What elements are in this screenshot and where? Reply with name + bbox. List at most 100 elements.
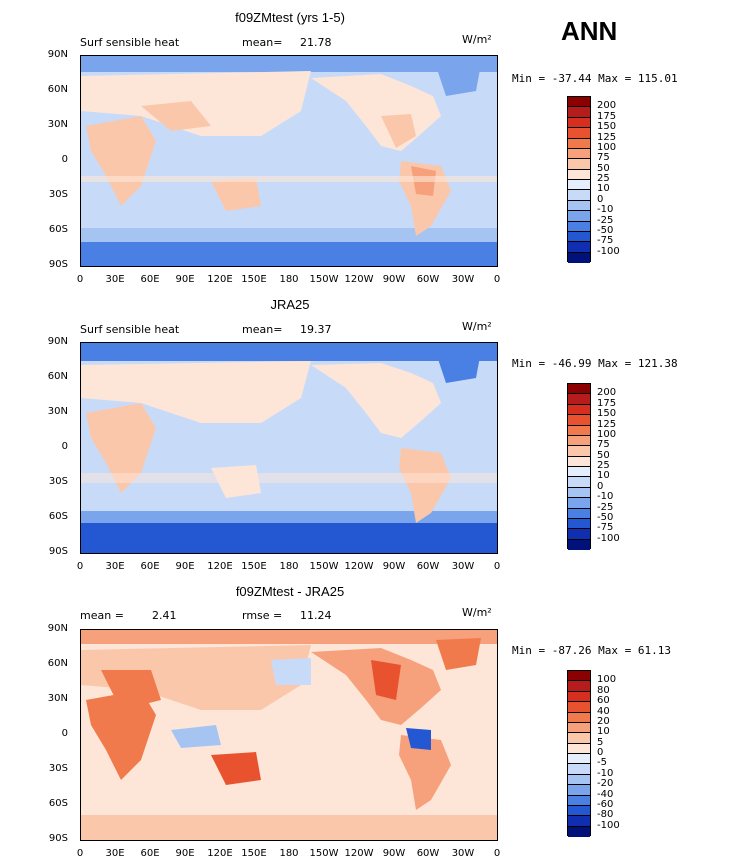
p2-lat-tick-90s: 90S	[48, 546, 68, 557]
p2-lon-tick: 150W	[309, 561, 339, 572]
colorbar-level-label: 20	[597, 715, 610, 727]
colorbar-level-label: 80	[597, 684, 610, 696]
colorbar-swatch	[568, 435, 590, 447]
colorbar-level-label: 25	[597, 173, 610, 184]
p3-lat-tick-60n: 60N	[47, 658, 68, 669]
colorbar-level-label: 100	[597, 428, 617, 440]
colorbar-level-label: 50	[597, 162, 610, 174]
colorbar-swatch	[568, 795, 590, 806]
p3-lat-tick-30s: 30S	[48, 763, 68, 774]
p2-lat-tick-30n: 30N	[47, 406, 68, 417]
p1-lat-tick-0: 0	[61, 154, 68, 165]
colorbar-swatch	[568, 180, 590, 191]
p2-lon-tick: 60E	[140, 561, 160, 572]
p3-lon-tick: 30E	[105, 848, 125, 859]
colorbar-level-label: 10	[597, 470, 610, 482]
p1-lon-tick: 30W	[451, 274, 475, 285]
p1-lat-tick-90n: 90N	[47, 49, 68, 60]
panel-2-units: W/m²	[462, 320, 492, 333]
colorbar-swatch	[568, 394, 590, 405]
colorbar-level-label: -80	[597, 809, 614, 821]
colorbar-level-label: 10	[597, 726, 610, 738]
p3-lon-tick: 0	[76, 848, 84, 859]
panel-1-mean-label: mean=	[242, 36, 283, 49]
panel-1-units: W/m²	[462, 33, 492, 46]
colorbar-swatch	[568, 671, 590, 682]
colorbar-swatch	[568, 252, 590, 263]
colorbar-swatch	[568, 97, 590, 108]
colorbar-swatch	[568, 764, 590, 775]
colorbar-level-label: 100	[597, 141, 617, 153]
colorbar-level-label: 175	[597, 110, 617, 122]
p2-lon-tick: 0	[493, 561, 501, 572]
colorbar-level-label: -75	[597, 235, 614, 247]
p1-lon-tick: 60E	[140, 274, 160, 285]
colorbar-level-label: 150	[597, 408, 617, 420]
colorbar-level-label: -50	[597, 511, 614, 523]
p3-lat-tick-60s: 60S	[48, 798, 68, 809]
p1-lat-tick-30n: 30N	[47, 119, 68, 130]
p3-lon-tick: 150E	[241, 848, 267, 859]
colorbar-swatch	[568, 743, 590, 754]
colorbar-swatch	[568, 231, 590, 243]
colorbar-level-label: 0	[597, 480, 604, 492]
p3-lon-tick: 180	[279, 848, 299, 859]
panel-2-colorbar	[567, 383, 591, 550]
p3-lon-tick: 90W	[382, 848, 406, 859]
colorbar-swatch	[568, 816, 590, 827]
p1-lat-tick-60n: 60N	[47, 84, 68, 95]
colorbar-level-label: -5	[597, 757, 607, 769]
colorbar-level-label: 5	[597, 736, 604, 748]
colorbar-swatch	[568, 128, 590, 139]
p2-lon-tick: 150E	[241, 561, 267, 572]
colorbar-swatch	[568, 487, 590, 499]
panel-3-units: W/m²	[462, 606, 492, 619]
panel-1-colorbar	[567, 96, 591, 263]
p1-lon-tick: 120E	[207, 274, 233, 285]
p2-lon-tick: 0	[76, 561, 84, 572]
p3-lat-tick-90n: 90N	[47, 623, 68, 634]
colorbar-swatch	[568, 733, 590, 744]
p2-lon-tick: 60W	[416, 561, 440, 572]
colorbar-level-label: -100	[597, 819, 620, 831]
panel-1-variable-label: Surf sensible heat	[80, 36, 180, 49]
colorbar-level-label: 125	[597, 418, 617, 430]
colorbar-swatch	[568, 518, 590, 530]
colorbar-level-label: 75	[597, 439, 610, 451]
panel-3-rmse-label: rmse =	[242, 609, 283, 622]
p1-lon-tick: 180	[279, 274, 299, 285]
colorbar-level-label: -50	[597, 224, 614, 236]
p1-lat-tick-90s: 90S	[48, 259, 68, 270]
panel-1-mean-value: 21.78	[300, 36, 332, 49]
colorbar-swatch	[568, 805, 590, 817]
colorbar-level-label: 0	[597, 193, 604, 205]
p1-lon-tick: 120W	[344, 274, 374, 285]
p2-lat-tick-30s: 30S	[48, 476, 68, 487]
p3-lon-tick: 60E	[140, 848, 160, 859]
p2-lon-tick: 120W	[344, 561, 374, 572]
p3-lon-tick: 150W	[309, 848, 339, 859]
panel-2-title: JRA25	[270, 297, 310, 312]
p2-lat-tick-60n: 60N	[47, 371, 68, 382]
colorbar-level-label: 150	[597, 121, 617, 133]
panel-2-min-max: Min = -46.99 Max = 121.38	[512, 357, 678, 370]
panel-3-mean-value: 2.41	[152, 609, 177, 622]
panel-2-mean-value: 19.37	[300, 323, 332, 336]
colorbar-swatch	[568, 107, 590, 118]
colorbar-swatch	[568, 138, 590, 149]
colorbar-level-label: 200	[597, 100, 617, 112]
colorbar-swatch	[568, 774, 590, 786]
p2-lon-tick: 180	[279, 561, 299, 572]
colorbar-swatch	[568, 477, 590, 488]
colorbar-swatch	[568, 456, 590, 467]
colorbar-level-label: -100	[597, 532, 620, 544]
colorbar-swatch	[568, 785, 590, 796]
panel-1-min-max: Min = -37.44 Max = 115.01	[512, 72, 678, 85]
colorbar-swatch	[568, 712, 590, 723]
colorbar-level-label: 175	[597, 397, 617, 409]
p1-lon-tick: 150E	[241, 274, 267, 285]
panel-3-colorbar	[567, 670, 591, 837]
p2-lat-tick-0: 0	[61, 441, 68, 452]
colorbar-level-label: -10	[597, 204, 614, 216]
colorbar-swatch	[568, 529, 590, 540]
